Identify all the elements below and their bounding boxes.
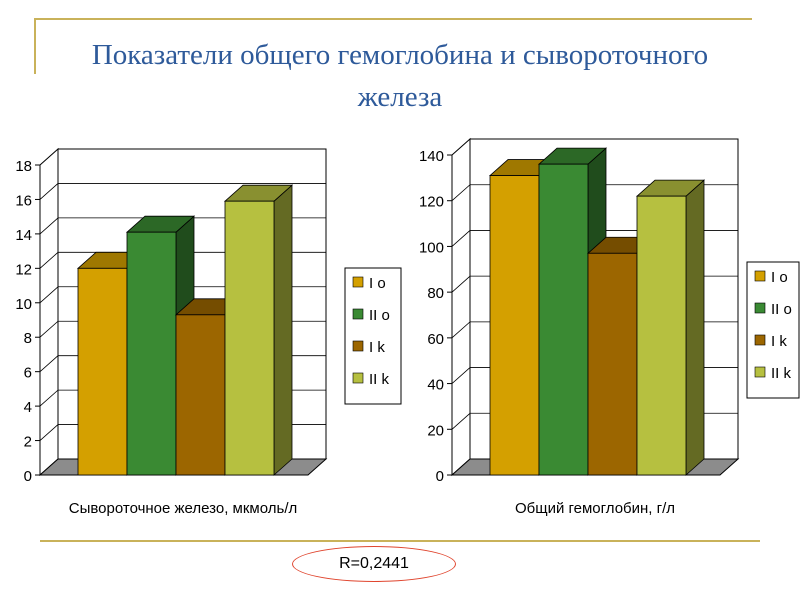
legend-label: I k bbox=[771, 333, 787, 350]
chart-serum-iron: 0 2 4 6 8 10 12 14 16 18 Сывороточное железо, мкмо… bbox=[15, 147, 402, 517]
bar-side-face bbox=[685, 179, 705, 476]
slide-title-line-1: Показатели общего гемоглобина и сыворото… bbox=[91, 39, 709, 71]
slide-title: Показатели общего гемоглобина и сыворото… bbox=[40, 34, 760, 118]
legend-label: I o bbox=[369, 275, 386, 292]
y-tick-label: 18 bbox=[15, 158, 32, 175]
y-tick-label: 80 bbox=[427, 285, 444, 302]
gridline bbox=[39, 183, 326, 200]
legend-swatch bbox=[352, 308, 364, 320]
bar-ii-k bbox=[635, 179, 706, 476]
legend: I o II o I k II k bbox=[746, 261, 800, 399]
bar-side-face bbox=[273, 184, 293, 476]
x-axis-label: Общий гемоглобин, г/л bbox=[515, 500, 675, 517]
y-tick-label: 2 bbox=[24, 434, 32, 451]
legend-label: II o bbox=[369, 307, 390, 324]
y-tick-label: 8 bbox=[24, 330, 32, 347]
bar-front-face bbox=[175, 314, 226, 476]
y-tick-label: 140 bbox=[419, 148, 444, 165]
gridline bbox=[451, 184, 738, 202]
legend-label: I k bbox=[369, 339, 385, 356]
y-tick-label: 4 bbox=[24, 399, 32, 416]
legend-swatch bbox=[754, 302, 766, 314]
legend-swatch bbox=[352, 340, 364, 352]
bottom-decor-line bbox=[40, 540, 760, 542]
bar-front-face bbox=[489, 175, 540, 476]
side-wall bbox=[39, 147, 59, 477]
correlation-value: R=0,2441 bbox=[339, 555, 409, 572]
y-tick-label: 12 bbox=[15, 261, 32, 278]
y-tick-label: 120 bbox=[419, 194, 444, 211]
legend-label: II o bbox=[771, 301, 792, 318]
y-tick-label: 60 bbox=[427, 331, 444, 348]
legend: I o II o I k II k bbox=[344, 267, 402, 405]
legend-swatch bbox=[352, 372, 364, 384]
legend-label: II k bbox=[771, 365, 792, 382]
y-tick-label: 6 bbox=[24, 365, 32, 382]
y-tick-label: 14 bbox=[15, 227, 32, 244]
correlation-note: R=0,2441 bbox=[292, 546, 456, 582]
y-tick-label: 10 bbox=[15, 296, 32, 313]
bar-front-face bbox=[77, 267, 128, 476]
legend-label: II k bbox=[369, 371, 390, 388]
y-tick-label: 16 bbox=[15, 192, 32, 209]
bar-front-face bbox=[224, 200, 275, 476]
legend-label: I o bbox=[771, 269, 788, 286]
top-decor-line bbox=[34, 18, 752, 20]
legend-swatch bbox=[754, 334, 766, 346]
y-tick-label: 0 bbox=[436, 468, 444, 485]
bar-ii-k bbox=[223, 184, 294, 476]
legend-swatch bbox=[754, 366, 766, 378]
bar-front-face bbox=[636, 195, 687, 476]
y-tick-label: 40 bbox=[427, 377, 444, 394]
chart-hemoglobin: 0 20 40 60 80 100 120 140 Общий гемоглобин, г/л I… bbox=[419, 137, 800, 517]
y-tick-label: 20 bbox=[427, 422, 444, 439]
side-wall bbox=[451, 137, 471, 477]
bar-front-face bbox=[126, 231, 177, 476]
bar-front-face bbox=[587, 252, 638, 476]
legend-swatch bbox=[352, 276, 364, 288]
bar-front-face bbox=[538, 163, 589, 476]
legend-swatch bbox=[754, 270, 766, 282]
y-tick-label: 0 bbox=[24, 468, 32, 485]
y-tick-label: 100 bbox=[419, 239, 444, 256]
slide-title-line-2: железа bbox=[357, 81, 443, 113]
left-decor-line bbox=[34, 18, 36, 74]
x-axis-label: Сывороточное железо, мкмоль/л bbox=[69, 500, 298, 517]
